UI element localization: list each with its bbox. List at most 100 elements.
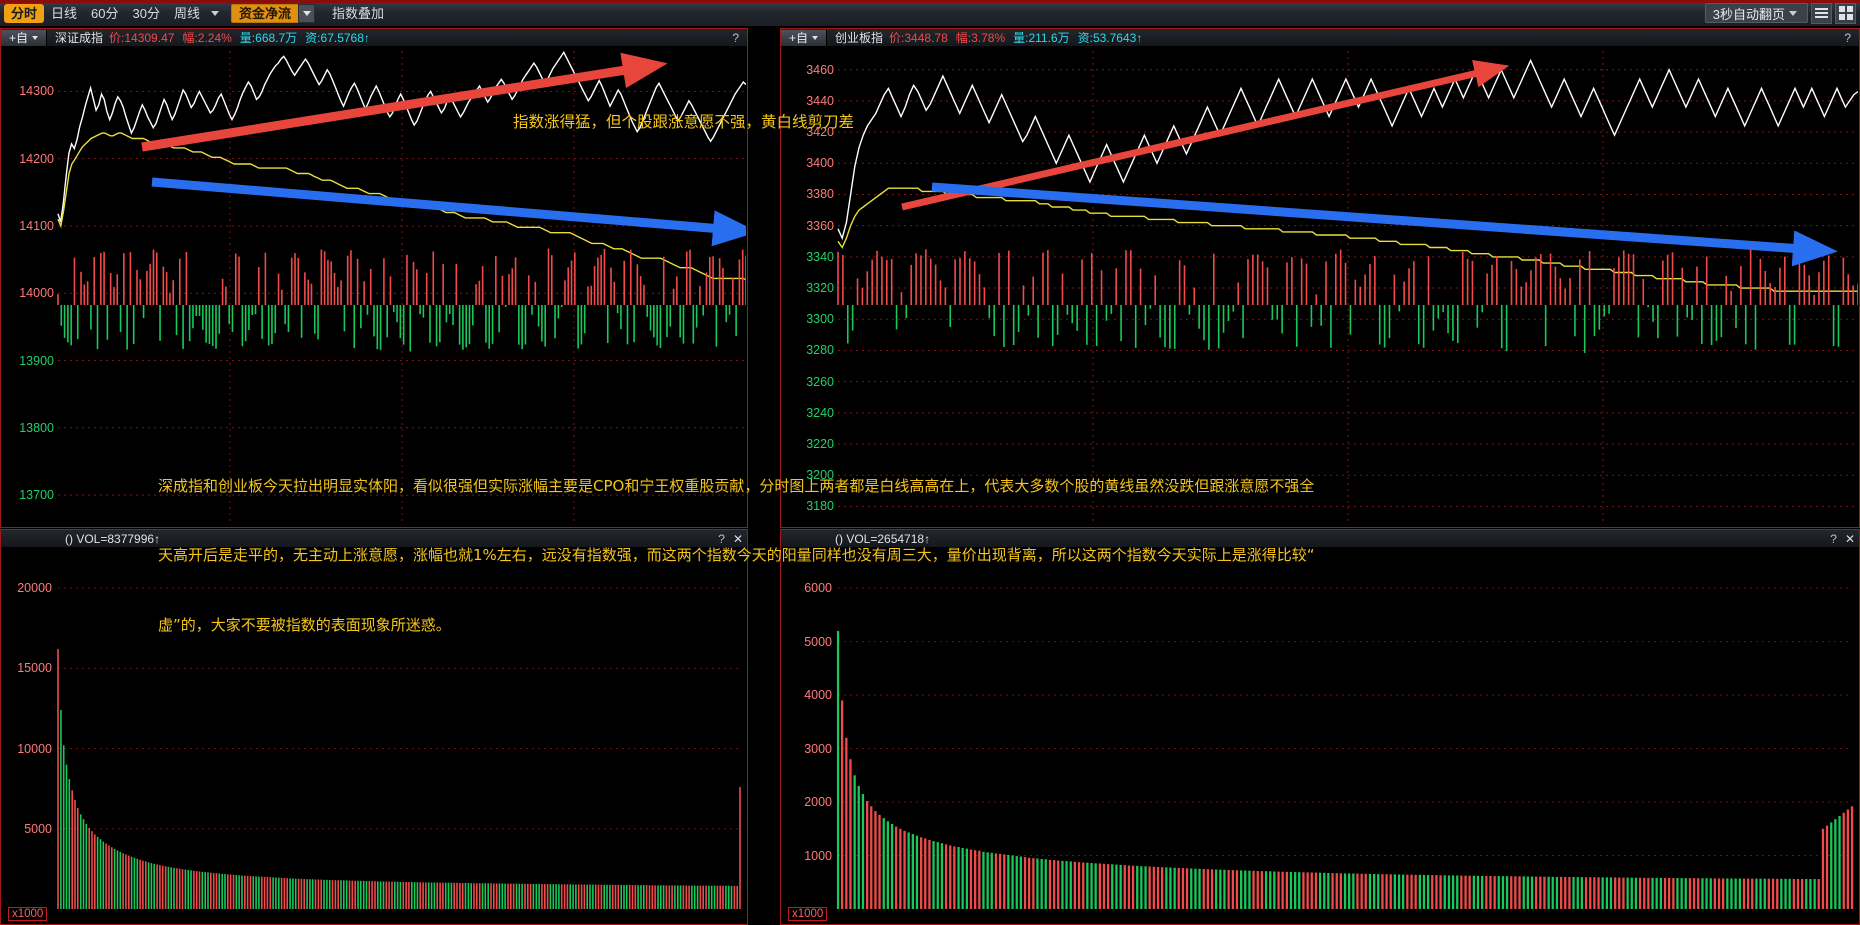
rightChart-y-tick: 3220 [806, 437, 834, 452]
index-overlay-button[interactable]: 指数叠加 [332, 5, 385, 21]
left-help-icon[interactable]: ? [732, 30, 742, 45]
right-fund-label: 资: [1077, 31, 1093, 45]
rightChart-y-tick: 3360 [806, 218, 834, 233]
left-change-label: 幅: [182, 31, 198, 45]
left-add-to-watchlist-button[interactable]: +自 [1, 29, 47, 46]
right-volume-title: () VOL=2654718↑ [835, 531, 931, 546]
left-volume-panel: () VOL=8377996↑ ? ✕ 20000 15000 10000 5000 x… [0, 529, 748, 925]
rightVol-svg [836, 587, 1854, 909]
left-change-value: 2.24% [197, 30, 232, 45]
right-volume-label: 量: [1013, 31, 1029, 45]
list-view-icon[interactable] [1811, 2, 1832, 24]
rightChart-y-tick: 3260 [806, 374, 834, 389]
leftChart-y-tick: 13800 [19, 420, 54, 435]
right-panel-header: +自 创业板指 价: 3448.78 幅: 3.78% 量: 211.6万 资: 53.… [781, 29, 1859, 46]
rightVol-y-tick: 2000 [804, 795, 832, 810]
rightVol-y-tick: 5000 [804, 634, 832, 649]
toolbar-left-group: 分时 日线 60分 30分 周线 资金净流 指数叠加 [0, 0, 391, 27]
rightChart-y-tick: 3440 [806, 93, 834, 108]
right-add-chevron-down-icon[interactable] [812, 35, 818, 40]
right-index-name: 创业板指 [835, 31, 884, 45]
grid-view-icon[interactable] [1835, 2, 1856, 24]
leftChart-y-tick: 14000 [19, 286, 54, 301]
rightVol-y-tick: 6000 [804, 581, 832, 596]
right-volume-value: 211.6万 [1028, 31, 1070, 45]
rightChart-series-yellow [837, 187, 1858, 292]
rightVol-y-tick: 3000 [804, 741, 832, 756]
rightChart-y-tick: 3400 [806, 156, 834, 171]
right-change-label: 幅: [955, 31, 972, 45]
left-price-value: 14309.47 [124, 30, 175, 45]
leftVol-y-tick: 5000 [24, 821, 52, 836]
rightChart-y-tick: 3320 [806, 281, 834, 296]
rightChart-y-tick: 3340 [806, 249, 834, 264]
leftVol-y-tick: 20000 [17, 581, 52, 596]
leftChart-series-yellow [57, 132, 746, 281]
annotation-main-line-1: 深成指和创业板今天拉出明显实体阳，看似很强但实际涨幅主要是CPO和宁王权重股贡献… [158, 476, 1315, 495]
right-help-icon[interactable]: ? [1844, 30, 1854, 45]
left-volume-title: () VOL=8377996↑ [65, 531, 161, 546]
left-index-name: 深证成指 [55, 31, 104, 45]
annotation-main-line-3: 虚”的，大家不要被指数的表面现象所迷惑。 [158, 616, 451, 634]
left-price-label: 价: [109, 31, 125, 45]
right-volume-help-icon[interactable]: ? [1830, 531, 1840, 546]
left-panel-header: +自 深证成指 价: 14309.47 幅: 2.24% 量: 668.7万 资: 67… [1, 29, 747, 46]
rightChart-y-tick: 3180 [806, 499, 834, 514]
period-button-30min[interactable]: 30分 [132, 5, 160, 21]
rightChart-y-tick: 3200 [806, 468, 834, 483]
period-chevron-down-icon[interactable] [210, 10, 219, 16]
leftVol-unit-badge: x1000 [8, 907, 48, 921]
rightChart-y-tick: 3420 [806, 125, 834, 140]
right-fund-value: 53.7643↑ [1092, 30, 1143, 45]
leftChart-y-tick: 13700 [19, 488, 54, 503]
leftChart-svg [57, 50, 746, 522]
left-fund-value: 67.5768↑ [320, 30, 370, 45]
left-index-panel: +自 深证成指 价: 14309.47 幅: 2.24% 量: 668.7万 资: 67… [0, 28, 748, 528]
rightChart-y-tick: 3380 [806, 187, 834, 202]
right-add-label: +自 [788, 31, 808, 45]
right-volume-panel: () VOL=2654718↑ ? ✕ 6000 5000 4000 3000 2000… [780, 529, 1860, 925]
right-volume-chart[interactable]: 6000 5000 4000 3000 2000 1000 x1000 [782, 548, 1858, 923]
period-button-weekly[interactable]: 周线 [173, 5, 200, 21]
rightChart-svg [837, 51, 1858, 522]
period-button-fenshi[interactable]: 分时 [4, 3, 45, 23]
left-add-chevron-down-icon[interactable] [32, 35, 38, 40]
toolbar-right-group: 3秒自动翻页 [1704, 2, 1860, 24]
left-volume-label: 量: [239, 31, 256, 45]
left-volume-header: () VOL=8377996↑ ? ✕ [1, 530, 747, 547]
leftVol-svg [57, 587, 741, 909]
period-button-60min[interactable]: 60分 [91, 5, 119, 21]
rightVol-y-tick: 1000 [804, 848, 832, 863]
right-add-to-watchlist-button[interactable]: +自 [781, 29, 827, 46]
annotation-top-note: 指数涨得猛，但个股跟涨意愿不强，黄白线剪刀差 [513, 113, 855, 131]
auto-page-label: 3秒自动翻页 [1712, 6, 1785, 22]
rightVol-y-tick: 4000 [804, 688, 832, 703]
annotation-main-line-2: 天高开后是走平的，无主动上涨意愿，涨幅也就1%左右，远没有指数强，而这两个指数今… [158, 546, 1315, 565]
period-button-daily[interactable]: 日线 [51, 5, 78, 21]
auto-page-chevron-down-icon[interactable] [1789, 10, 1797, 16]
leftVol-y-tick: 15000 [17, 661, 52, 676]
rightVol-unit-badge: x1000 [788, 907, 828, 921]
annotation-main-note: 深成指和创业板今天拉出明显实体阳，看似很强但实际涨幅主要是CPO和宁王权重股贡献… [158, 428, 1558, 661]
right-volume-header: () VOL=2654718↑ ? ✕ [781, 530, 1859, 547]
right-price-value: 3448.78 [904, 30, 948, 45]
leftVol-y-tick: 10000 [17, 741, 52, 756]
right-volume-close-icon[interactable]: ✕ [1844, 531, 1855, 546]
right-price-label: 价: [889, 31, 905, 45]
left-volume-close-icon[interactable]: ✕ [732, 531, 743, 546]
rightChart-y-tick: 3240 [806, 405, 834, 420]
leftChart-y-tick: 14300 [19, 84, 54, 99]
left-volume-help-icon[interactable]: ? [718, 531, 728, 546]
rightChart-y-tick: 3280 [806, 343, 834, 358]
left-add-label: +自 [8, 31, 28, 45]
main-toolbar: 分时 日线 60分 30分 周线 资金净流 指数叠加 3秒自动翻页 [0, 0, 1860, 27]
leftChart-y-tick: 14100 [19, 218, 54, 233]
left-volume-value: 668.7万 [255, 31, 298, 45]
fund-flow-button[interactable]: 资金净流 [230, 3, 298, 23]
left-volume-chart[interactable]: 20000 15000 10000 5000 x1000 [2, 548, 746, 923]
fund-flow-chevron-down-icon[interactable] [298, 3, 315, 23]
auto-page-select[interactable]: 3秒自动翻页 [1704, 3, 1808, 23]
leftChart-y-tick: 14200 [19, 151, 54, 166]
leftChart-y-tick: 13900 [19, 353, 54, 368]
rightChart-y-tick: 3460 [806, 62, 834, 77]
